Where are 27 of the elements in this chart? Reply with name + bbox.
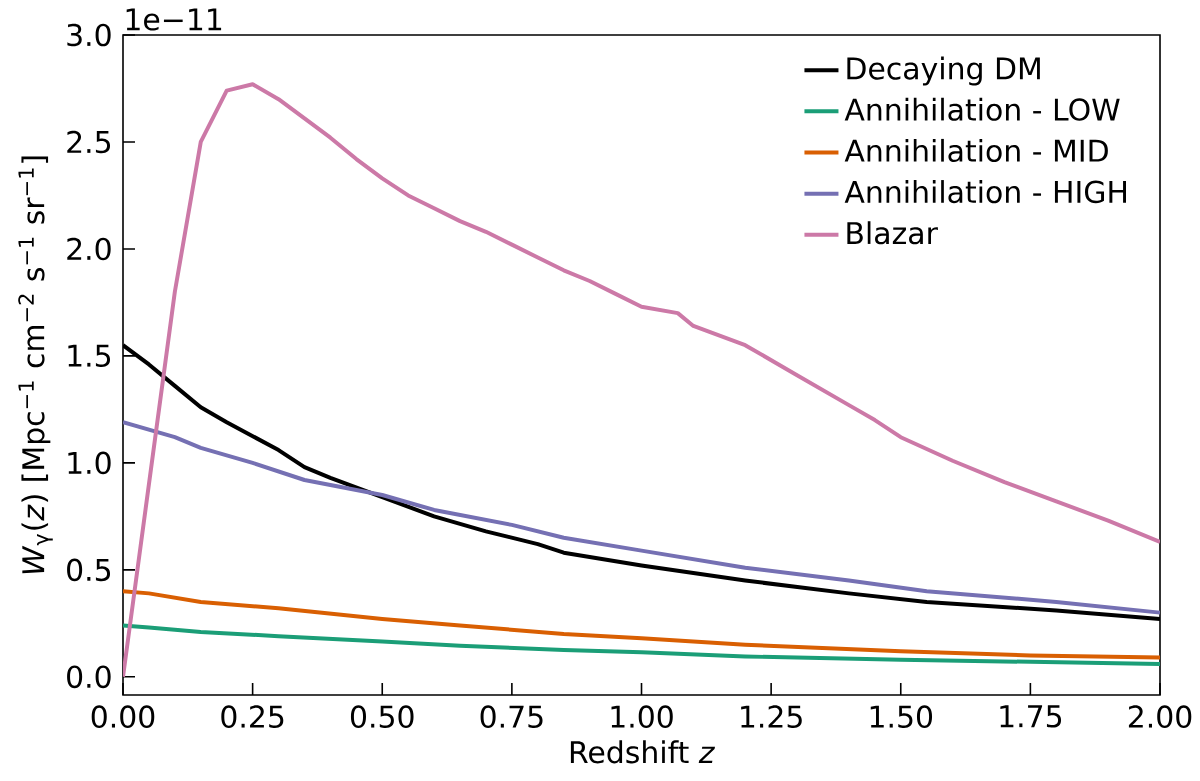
legend-label: Blazar: [847, 221, 938, 245]
text: W$_{γ}$(z) [Mpc$^{−1}$ cm$^{−2}$ s$^{−1}$ sr$^{−1}$]: [18, 156, 53, 574]
x-tick-label: 1.75: [1000, 705, 1062, 728]
y-tick-label: 1.5: [68, 344, 111, 368]
x-tick-label: 2.00: [1128, 705, 1192, 728]
y-tick-label: 1.0: [68, 451, 111, 475]
y-tick-label: 0.0: [67, 665, 111, 689]
y-tick-label: 2.0: [67, 237, 111, 261]
x-tick-label: 0.75: [480, 705, 543, 728]
line-series: [123, 623, 1161, 666]
x-tick-label: 1.25: [741, 705, 802, 728]
line-series: [123, 589, 1161, 660]
y-tick-label: 2.5: [67, 130, 111, 154]
y-tick-label: 3.0: [67, 23, 111, 47]
legend-label: Annihilation - LOW: [844, 97, 1120, 121]
y-tick-label: 0.5: [67, 558, 111, 582]
legend-label: Annihilation - MID: [844, 138, 1108, 163]
x-tick-label: 1.00: [611, 705, 673, 728]
x-axis-title: Redshift z: [570, 740, 716, 764]
x-tick-label: 0.00: [91, 705, 155, 728]
x-tick-label: 0.50: [350, 705, 414, 728]
x-tick-label: 1.50: [870, 705, 933, 728]
legend-label: Annihilation - HIGH: [844, 180, 1126, 204]
legend-label: Decaying DM: [847, 56, 1040, 86]
text: 1e−11: [126, 8, 222, 31]
line-series: [123, 420, 1161, 615]
x-tick-label: 0.25: [221, 705, 284, 728]
